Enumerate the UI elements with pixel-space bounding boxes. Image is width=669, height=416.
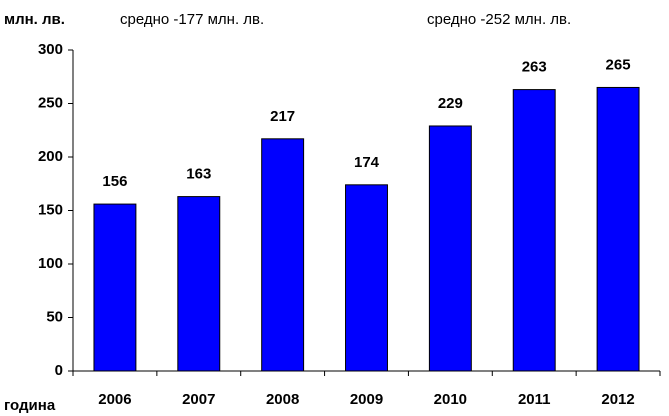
y-tick-label: 150 xyxy=(38,201,63,218)
x-tick-label: 2007 xyxy=(182,391,215,408)
y-tick-label: 50 xyxy=(46,308,63,325)
value-label: 229 xyxy=(438,95,463,112)
annotation: средно -252 млн. лв. xyxy=(427,11,571,28)
y-tick-label: 200 xyxy=(38,148,63,165)
x-tick-label: 2011 xyxy=(518,391,551,408)
y-axis-label: млн. лв. xyxy=(4,11,65,28)
x-tick-label: 2010 xyxy=(434,391,467,408)
bar xyxy=(596,86,640,372)
annotation: средно -177 млн. лв. xyxy=(120,11,264,28)
value-label: 265 xyxy=(606,56,631,73)
y-tick-label: 100 xyxy=(38,255,63,272)
value-label: 163 xyxy=(186,166,211,183)
bar xyxy=(261,138,305,372)
y-tick-label: 250 xyxy=(38,94,63,111)
x-tick-label: 2008 xyxy=(266,391,299,408)
x-tick-label: 2006 xyxy=(98,391,131,408)
bar xyxy=(428,125,472,372)
bar xyxy=(93,203,137,372)
value-label: 263 xyxy=(522,59,547,76)
bar xyxy=(512,89,556,372)
x-axis-label: година xyxy=(4,397,56,414)
value-label: 174 xyxy=(354,154,380,171)
bar xyxy=(345,184,388,372)
y-tick-label: 0 xyxy=(55,362,63,379)
value-label: 156 xyxy=(102,173,127,190)
value-label: 217 xyxy=(270,108,295,125)
x-tick-label: 2009 xyxy=(350,391,383,408)
y-tick-label: 300 xyxy=(38,41,63,58)
bar xyxy=(177,196,221,372)
x-tick-label: 2012 xyxy=(601,391,634,408)
